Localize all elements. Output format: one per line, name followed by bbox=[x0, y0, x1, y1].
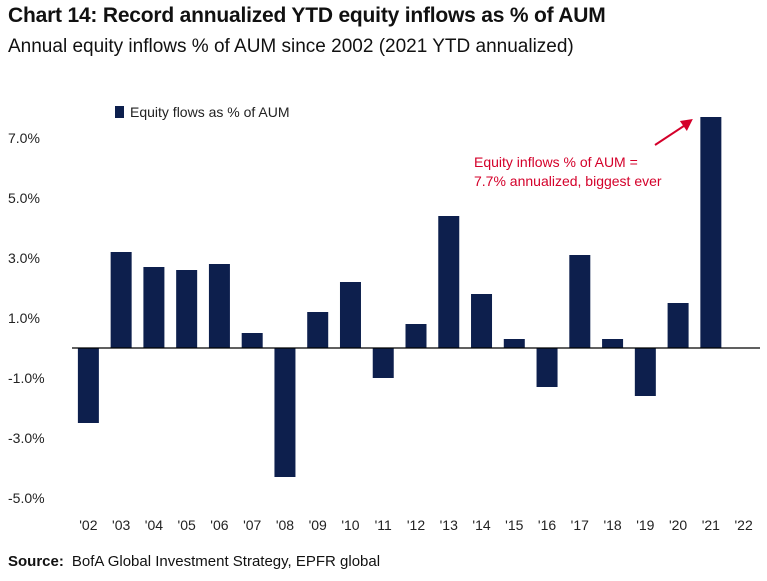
x-tick-label: '22 bbox=[734, 517, 752, 533]
bar bbox=[372, 348, 394, 378]
bar bbox=[176, 270, 198, 348]
bar bbox=[536, 348, 558, 387]
x-tick-label: '08 bbox=[276, 517, 294, 533]
x-tick-label: '21 bbox=[702, 517, 720, 533]
bar bbox=[77, 348, 99, 423]
bar bbox=[471, 294, 493, 348]
source-note: Source: BofA Global Investment Strategy, … bbox=[8, 553, 380, 570]
x-tick-label: '09 bbox=[309, 517, 327, 533]
legend-label: Equity flows as % of AUM bbox=[130, 104, 290, 120]
source-text: BofA Global Investment Strategy, EPFR gl… bbox=[71, 553, 381, 570]
annotation-text: 7.7% annualized, biggest ever bbox=[474, 173, 662, 189]
x-tick-label: '11 bbox=[375, 517, 392, 533]
source-label: Source: bbox=[8, 553, 64, 570]
y-tick-label: 5.0% bbox=[8, 190, 40, 206]
bar bbox=[602, 339, 624, 348]
x-tick-label: '13 bbox=[440, 517, 458, 533]
bar bbox=[274, 348, 296, 477]
chart-title: Chart 14: Record annualized YTD equity i… bbox=[8, 4, 606, 27]
y-tick-label: 3.0% bbox=[8, 250, 40, 266]
annotation-text: Equity inflows % of AUM = bbox=[474, 154, 638, 170]
x-tick-label: '20 bbox=[669, 517, 687, 533]
x-tick-label: '03 bbox=[112, 517, 130, 533]
legend-swatch bbox=[115, 106, 124, 118]
bar bbox=[208, 264, 230, 348]
annotation-arrow-head bbox=[679, 119, 693, 131]
y-tick-label: -3.0% bbox=[8, 430, 45, 446]
bar bbox=[503, 339, 525, 348]
bar bbox=[339, 282, 361, 348]
bar bbox=[438, 216, 460, 348]
chart-subtitle: Annual equity inflows % of AUM since 200… bbox=[8, 36, 574, 57]
bar bbox=[700, 117, 722, 348]
x-tick-label: '17 bbox=[571, 517, 589, 533]
x-tick-label: '05 bbox=[178, 517, 196, 533]
x-tick-label: '10 bbox=[341, 517, 359, 533]
x-tick-label: '15 bbox=[505, 517, 523, 533]
x-tick-label: '06 bbox=[210, 517, 228, 533]
bar bbox=[110, 252, 132, 348]
y-tick-label: 7.0% bbox=[8, 130, 40, 146]
bar bbox=[307, 312, 329, 348]
bar bbox=[143, 267, 165, 348]
x-tick-label: '07 bbox=[243, 517, 261, 533]
x-tick-label: '12 bbox=[407, 517, 425, 533]
x-tick-label: '02 bbox=[79, 517, 97, 533]
y-tick-label: 1.0% bbox=[8, 310, 40, 326]
x-tick-label: '18 bbox=[603, 517, 621, 533]
x-tick-label: '14 bbox=[472, 517, 490, 533]
bar bbox=[667, 303, 689, 348]
bar bbox=[405, 324, 427, 348]
bar bbox=[634, 348, 656, 396]
x-tick-label: '19 bbox=[636, 517, 654, 533]
bar bbox=[241, 333, 263, 348]
annotation-arrow-line bbox=[654, 123, 688, 146]
y-tick-label: -1.0% bbox=[8, 370, 45, 386]
x-tick-label: '04 bbox=[145, 517, 163, 533]
x-tick-label: '16 bbox=[538, 517, 556, 533]
y-tick-label: -5.0% bbox=[8, 490, 45, 506]
bar bbox=[569, 255, 591, 348]
